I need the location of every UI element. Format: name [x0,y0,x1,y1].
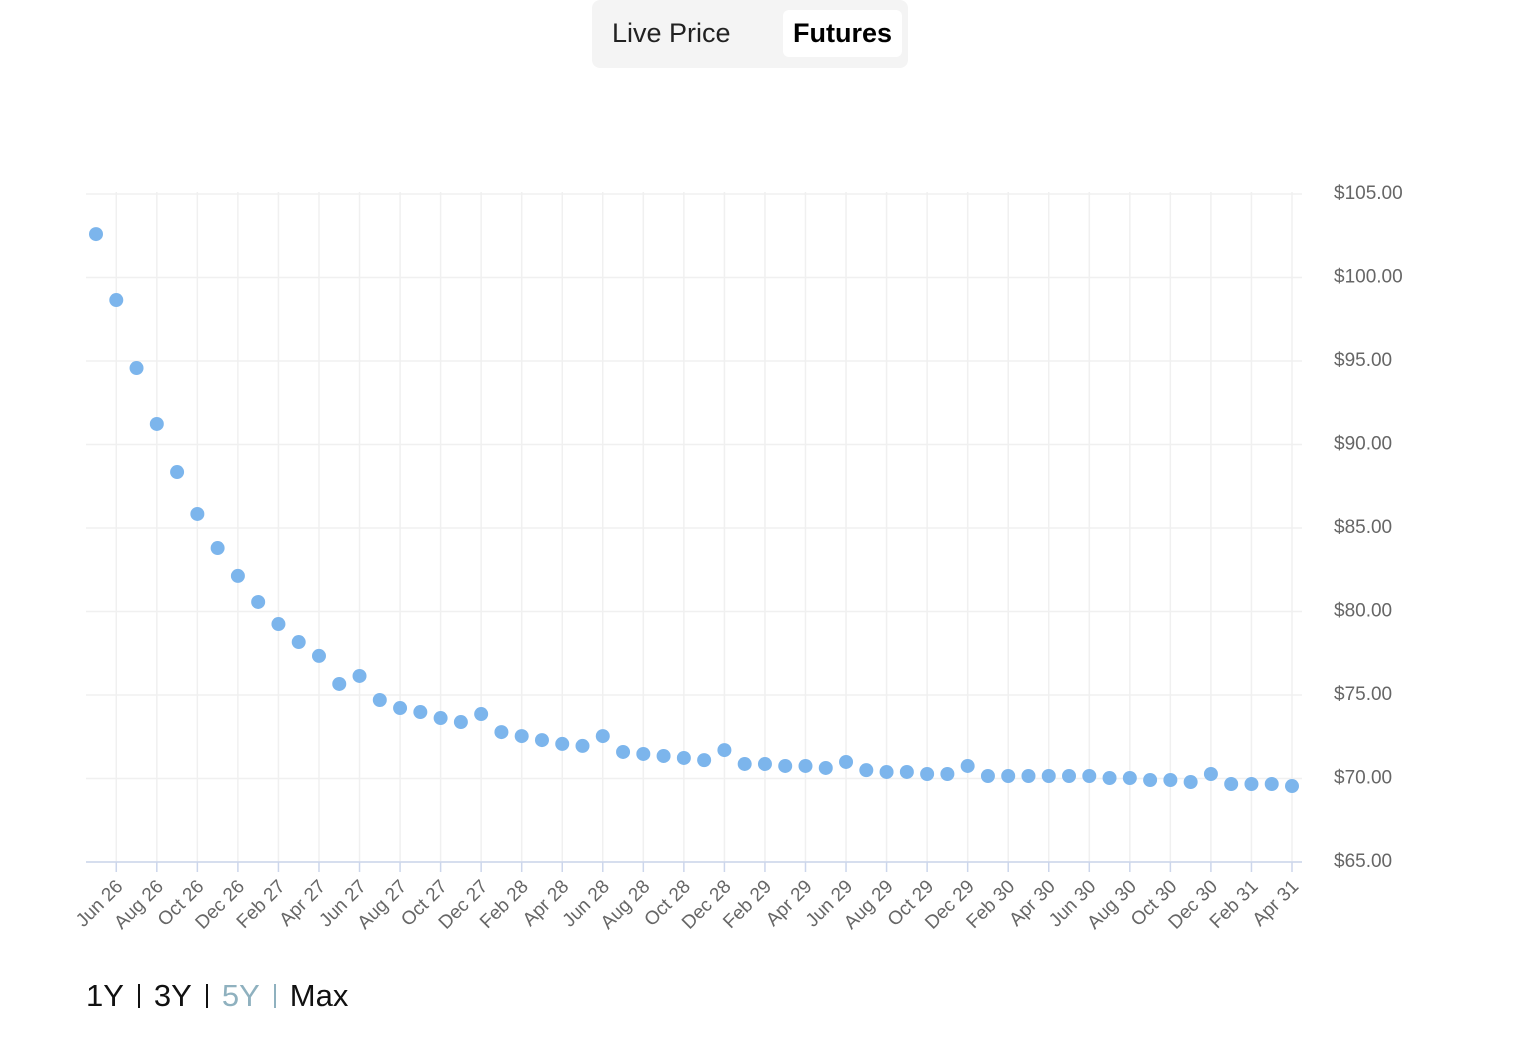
point [899,764,914,779]
point [839,754,854,769]
point [1021,768,1036,783]
point [1163,773,1178,788]
separator [137,984,140,1008]
y-tick-label: $65.00 [1334,851,1392,872]
y-tick-label: $85.00 [1334,517,1392,538]
point [859,763,874,778]
separator [205,984,208,1008]
point [1183,775,1198,790]
point [980,768,995,783]
point [757,756,772,771]
y-tick-label: $90.00 [1334,434,1392,455]
point [230,568,245,583]
point [676,750,691,765]
point [291,635,306,650]
point [1143,773,1158,788]
point [129,361,144,376]
y-tick-label: $105.00 [1334,183,1403,204]
point [332,676,347,691]
y-tick-label: $80.00 [1334,601,1392,622]
point [656,748,671,763]
separator [273,984,276,1008]
point [210,541,225,556]
point [1001,768,1016,783]
point [575,738,590,753]
point [1224,777,1239,792]
point [940,766,955,781]
point [1264,777,1279,792]
y-tick-label: $95.00 [1334,350,1392,371]
point [1122,770,1137,785]
point [1041,768,1056,783]
range-button[interactable]: Max [289,978,349,1013]
point [1244,777,1259,792]
point [251,594,266,609]
point [960,758,975,773]
point [271,617,286,632]
futures-tab[interactable]: Futures [783,10,903,57]
point [534,733,549,748]
live-price-tab[interactable]: Live Price [612,18,731,48]
y-tick-label: $70.00 [1334,768,1392,789]
range-selector: 1Y 3Y 5Y Max [86,978,348,1014]
point [879,764,894,779]
view-toggle: Live Price Futures [592,0,908,68]
point [778,758,793,773]
y-tick-label: $100.00 [1334,267,1403,288]
point [920,766,935,781]
point [413,705,428,720]
y-tick-label: $75.00 [1334,684,1392,705]
point [555,736,570,751]
point [109,293,124,308]
point [89,227,103,242]
point [798,758,813,773]
range-button[interactable]: 5Y [221,978,260,1013]
chart: $65.00 $70.00 $75.00 $80.00 $85.00 $90.00 $95.… [72,183,1403,934]
point [474,707,489,722]
x-tick-label: Apr 31 [1249,876,1303,930]
point [818,760,833,775]
point [595,729,610,744]
point [170,465,185,480]
point [494,725,509,740]
point [737,756,752,771]
point [1102,770,1117,785]
point [433,711,448,726]
point [372,693,387,708]
point [453,715,468,730]
point [311,648,326,663]
point [1062,768,1077,783]
point [149,416,164,431]
point [1203,766,1218,781]
point [190,506,205,521]
point [717,743,732,758]
range-button[interactable]: 1Y [86,978,124,1013]
point [1285,779,1299,794]
range-button[interactable]: 3Y [153,978,192,1013]
point [1082,768,1097,783]
point [697,753,712,768]
point [636,746,651,761]
point [352,668,367,683]
point [393,701,408,716]
point [616,744,631,759]
point [514,729,529,744]
